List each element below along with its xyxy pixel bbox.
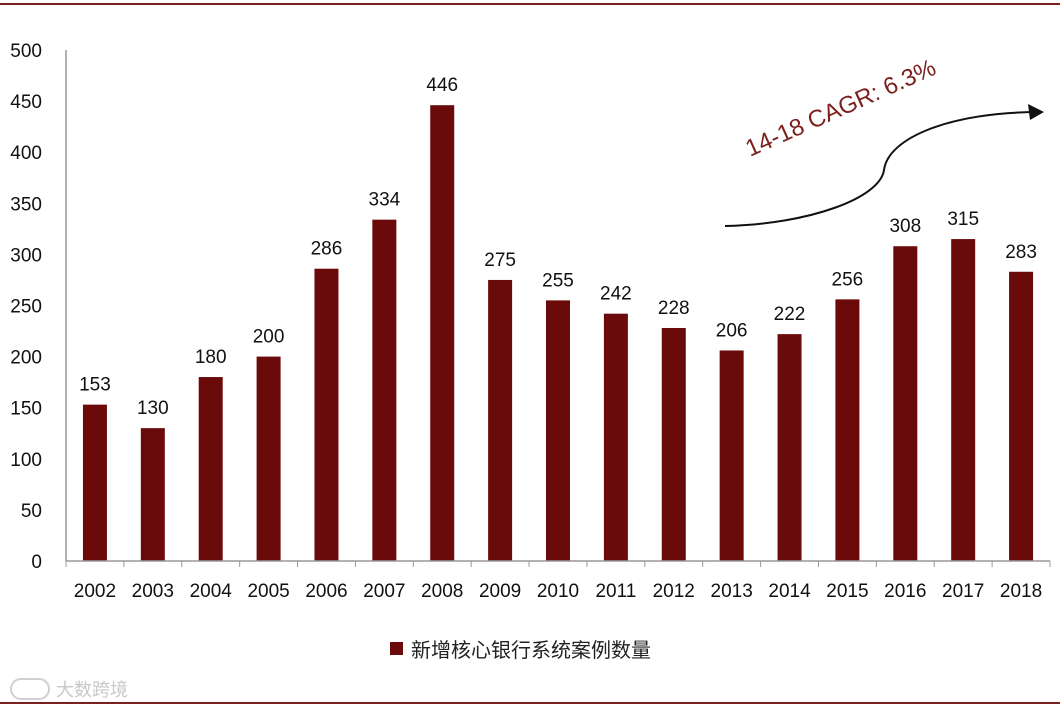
x-tick-label-2008: 2008 [421,581,463,602]
watermark-text: 大数跨境 [56,680,128,701]
y-tick-label: 250 [10,297,42,318]
bar-2015 [835,299,860,561]
bar-2012 [661,327,686,561]
y-tick-label: 100 [10,450,42,471]
bar-2017 [951,239,976,561]
data-label-2017: 315 [947,209,979,230]
x-axis-tickmarks [65,561,1051,567]
x-tick-label-2018: 2018 [1000,581,1042,602]
data-label-2010: 255 [542,270,574,291]
y-tick-label: 350 [10,194,42,215]
x-tick-label-2003: 2003 [132,581,174,602]
x-tick-label-2014: 2014 [768,581,811,602]
bar-2016 [893,246,918,561]
cagr-arrow [724,111,1041,227]
bar-2010 [546,300,570,561]
x-tick-label-2015: 2015 [826,581,868,602]
data-label-2002: 153 [79,375,111,396]
top-divider [0,3,1060,5]
y-tick-label: 400 [10,143,42,164]
x-tick-label-2013: 2013 [711,581,753,602]
legend-swatch [390,641,403,655]
data-label-2015: 256 [832,269,864,290]
bar-2018 [1009,271,1034,561]
cagr-annotation: 14-18 CAGR: 6.3% [741,54,940,162]
bars [82,105,1034,562]
data-label-2009: 275 [484,250,516,271]
bar-2009 [488,279,513,561]
bar-2014 [777,334,802,561]
data-label-2012: 228 [658,298,690,319]
x-tick-label-2006: 2006 [305,581,347,602]
x-tick-label-2011: 2011 [595,581,636,602]
data-label-2011: 242 [600,284,632,305]
x-tick-label-2002: 2002 [74,581,116,602]
data-label-2004: 180 [195,347,227,368]
y-tick-label: 500 [10,41,42,62]
watermark-logo-icon [10,678,50,700]
bar-2007 [372,219,397,562]
y-tick-label: 50 [21,501,42,522]
bottom-divider [0,702,1060,704]
bar-2004 [198,377,223,561]
data-label-2016: 308 [889,216,921,237]
data-label-2007: 334 [369,190,401,211]
bar-2013 [719,350,744,561]
x-tick-label-2010: 2010 [537,581,579,602]
y-axis-ticks: 0 50 100 150 200 250 300 350 400 450 500 [10,41,42,573]
y-tick-label: 150 [10,399,42,420]
bar-2008 [430,105,455,562]
x-tick-label-2009: 2009 [479,581,521,602]
y-tick-label: 200 [10,348,42,369]
x-tick-label-2016: 2016 [884,581,926,602]
bar-2011 [603,313,628,561]
bar-2006 [314,268,339,561]
data-label-2003: 130 [137,398,169,419]
bar-2005 [256,356,281,561]
data-label-2006: 286 [311,239,343,260]
y-tick-label: 0 [31,552,42,573]
cagr-arrow-head [1028,104,1044,120]
data-label-2018: 283 [1005,242,1037,263]
data-label-2013: 206 [716,320,748,341]
bar-2003 [140,428,165,561]
x-axis-ticks: 2002 2003 2004 2005 2006 2007 2008 2009 2010 2011… [74,581,1042,602]
watermark: 大数跨境 [10,676,128,702]
x-tick-label-2007: 2007 [363,581,405,602]
legend-label: 新增核心银行系统案例数量 [411,637,651,662]
x-tick-label-2017: 2017 [942,581,984,602]
data-label-2014: 222 [774,304,806,325]
y-tick-label: 300 [10,245,42,266]
bar-2002 [82,404,107,561]
x-tick-label-2004: 2004 [190,581,233,602]
y-tick-label: 450 [10,92,42,113]
x-tick-label-2005: 2005 [247,581,289,602]
data-label-2005: 200 [253,327,285,348]
data-label-2008: 446 [426,75,458,96]
data-labels: 153 130 180 200 286 334 446 275 255 242 228 206 222 2… [79,75,1037,419]
x-tick-label-2012: 2012 [653,581,695,602]
legend: 新增核心银行系统案例数量 [390,636,651,662]
